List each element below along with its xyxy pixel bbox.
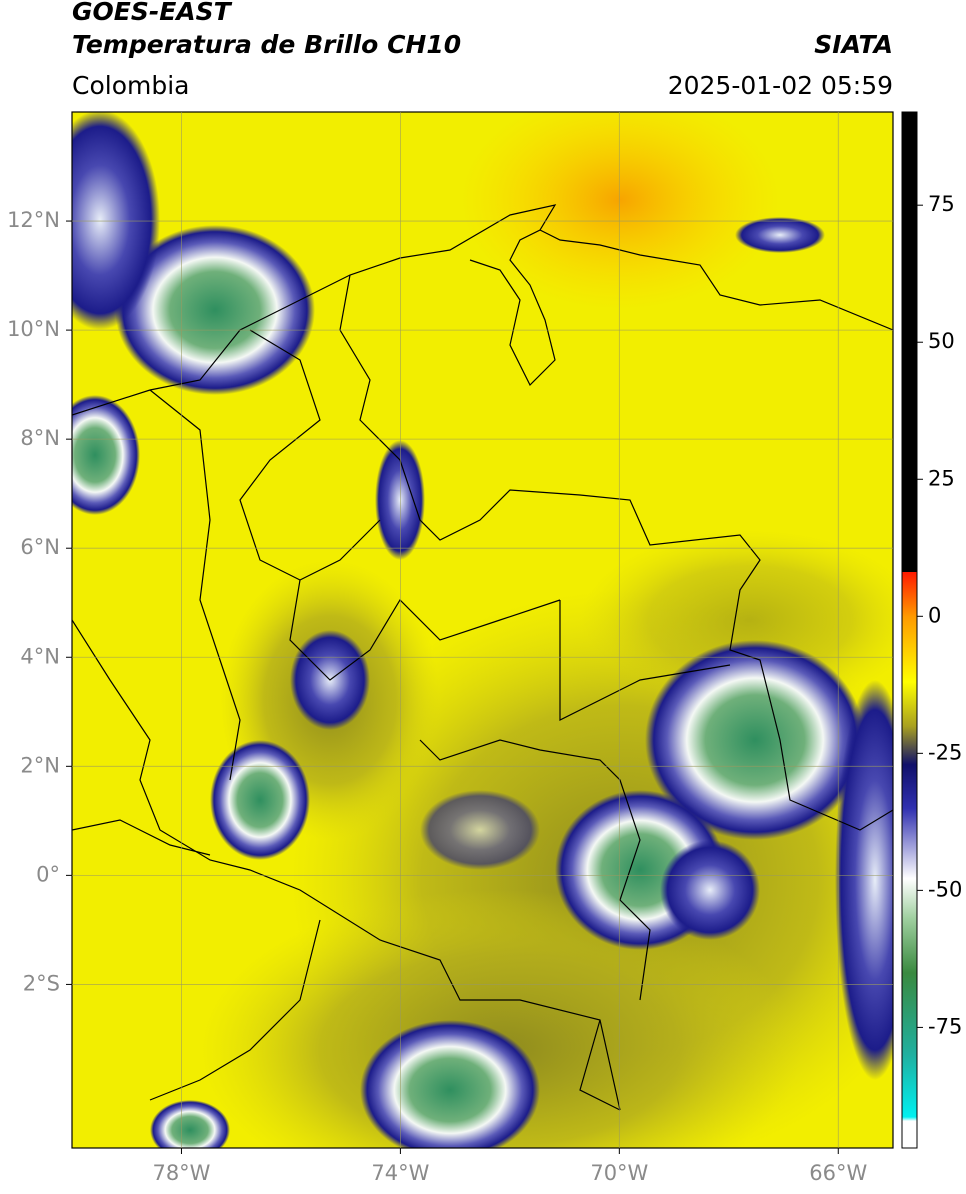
colorbar xyxy=(901,111,918,1149)
x-tick-label: 78°W xyxy=(152,1161,210,1185)
source: SIATA xyxy=(814,30,893,59)
satellite-image xyxy=(72,112,893,1148)
x-tick-label: 66°W xyxy=(809,1161,867,1185)
x-tick-label: 74°W xyxy=(371,1161,429,1185)
colorbar-tick-label: 75 xyxy=(928,192,955,216)
title: GOES-EAST xyxy=(72,0,233,26)
colorbar-tick-label: -50 xyxy=(928,877,962,901)
y-tick-label: 10°N xyxy=(7,317,60,341)
colorbar-tick-label: 0 xyxy=(928,603,941,627)
subtitle: Temperatura de Brillo CH10 xyxy=(72,30,461,59)
y-tick-label: 2°N xyxy=(20,753,60,777)
y-tick-label: 0° xyxy=(36,862,60,886)
x-tick-label: 70°W xyxy=(590,1161,648,1185)
datetime: 2025-01-02 05:59 xyxy=(668,71,893,100)
y-tick-label: 4°N xyxy=(20,644,60,668)
y-tick-label: 12°N xyxy=(7,208,60,232)
colorbar-tick-label: -25 xyxy=(928,740,962,764)
region: Colombia xyxy=(72,71,189,100)
map-frame xyxy=(71,111,894,1149)
y-tick-label: 2°S xyxy=(23,971,60,995)
y-tick-label: 8°N xyxy=(20,426,60,450)
colorbar-tick-label: -75 xyxy=(928,1014,962,1038)
colorbar-tick-label: 25 xyxy=(928,466,955,490)
colorbar-tick-label: 50 xyxy=(928,329,955,353)
y-tick-label: 6°N xyxy=(20,535,60,559)
